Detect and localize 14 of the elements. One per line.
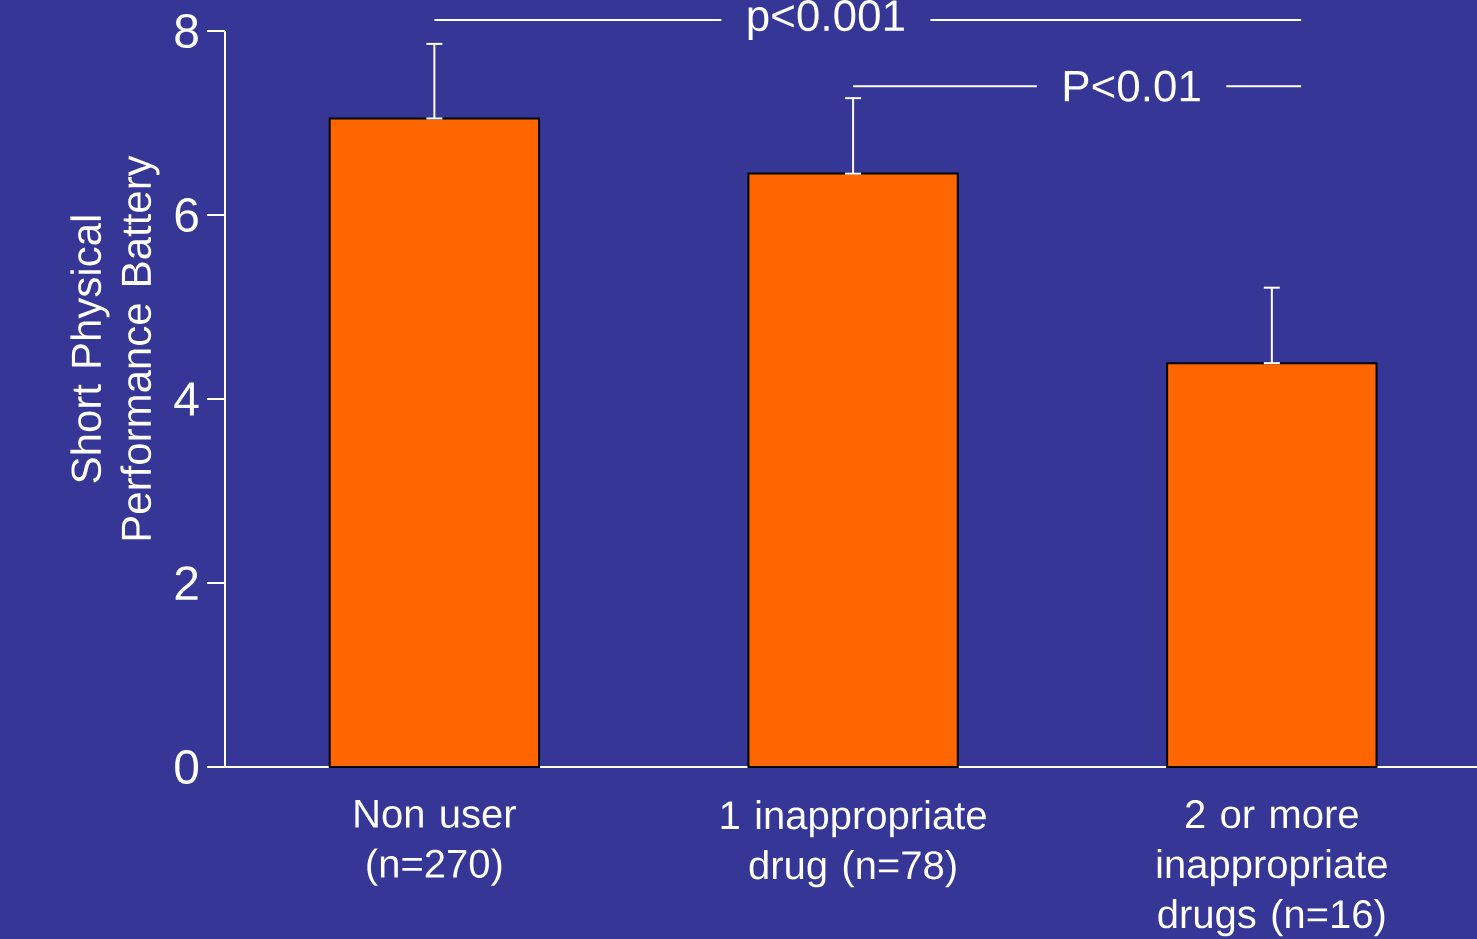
y-tick-label: 0 xyxy=(175,750,199,784)
bar xyxy=(747,172,959,768)
annotation: P<0.01 xyxy=(1064,70,1200,102)
y-axis-title: Short Physical Performance Battery xyxy=(70,155,160,540)
y-tick-label: 8 xyxy=(175,14,198,49)
bar xyxy=(328,117,541,768)
y-tick-label: 6 xyxy=(175,198,198,233)
x-tick-label: Non user (n=270) xyxy=(355,800,516,886)
bar xyxy=(1166,362,1378,768)
x-tick-label: 1 inappropriate drug (n=78) xyxy=(721,800,986,888)
x-tick-label: 2 or more inappropriate drugs (n=16) xyxy=(1157,800,1387,937)
y-tick-label: 2 xyxy=(175,566,198,600)
y-tick-label: 4 xyxy=(174,382,199,416)
annotation: p<0.001 xyxy=(748,0,904,40)
